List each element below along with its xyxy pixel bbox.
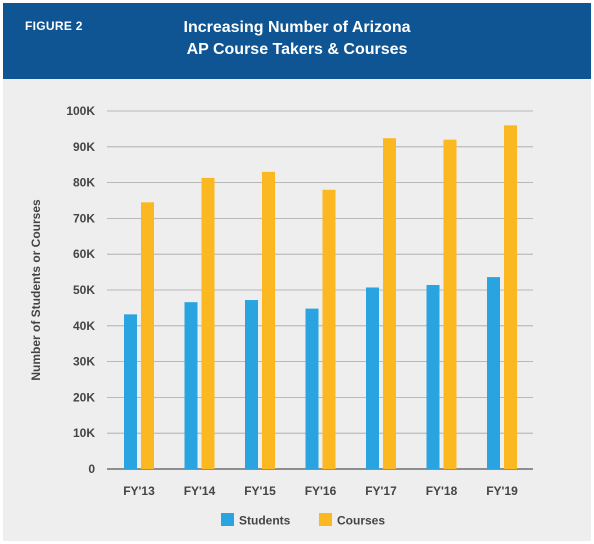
bar-students: [305, 308, 319, 469]
y-tick-label: 10K: [73, 426, 95, 440]
x-tick-label: FY'14: [184, 484, 216, 498]
bar-students: [426, 284, 440, 469]
x-tick-label: FY'19: [486, 484, 518, 498]
y-tick-label: 50K: [73, 283, 95, 297]
y-tick-label: 90K: [73, 140, 95, 154]
bar-courses: [262, 171, 275, 470]
bar-students: [487, 277, 500, 469]
bar-students: [366, 287, 379, 469]
bar-courses: [141, 202, 154, 470]
chart-title: Increasing Number of Arizona AP Course T…: [3, 17, 591, 61]
legend-swatch-students: [221, 513, 234, 526]
y-tick-label: 0: [88, 462, 95, 476]
bar-students: [245, 300, 258, 469]
y-axis-title: Number of Students or Courses: [29, 199, 43, 381]
chart-title-line2: AP Course Takers & Courses: [186, 41, 408, 58]
figure-header: FIGURE 2 Increasing Number of Arizona AP…: [3, 3, 591, 79]
x-tick-label: FY'13: [123, 484, 155, 498]
bar-students: [184, 302, 198, 469]
y-tick-label: 100K: [66, 104, 95, 118]
bar-courses: [322, 189, 336, 469]
y-tick-label: 60K: [73, 247, 95, 261]
x-tick-label: FY'15: [244, 484, 276, 498]
figure-label: FIGURE 2: [25, 19, 83, 33]
x-tick-label: FY'17: [365, 484, 397, 498]
y-tick-label: 40K: [73, 319, 95, 333]
y-tick-label: 80K: [73, 176, 95, 190]
legend-swatch-courses: [319, 513, 332, 526]
chart-title-line1: Increasing Number of Arizona: [183, 19, 411, 36]
x-tick-label: FY'16: [305, 484, 337, 498]
bar-courses: [201, 177, 215, 470]
y-tick-label: 30K: [73, 355, 95, 369]
bar-courses: [443, 139, 457, 469]
y-tick-label: 20K: [73, 390, 95, 404]
x-tick-label: FY'18: [426, 484, 458, 498]
y-tick-label: 70K: [73, 211, 95, 225]
legend-label-students: Students: [239, 514, 291, 528]
bar-courses: [504, 125, 517, 469]
legend-label-courses: Courses: [337, 514, 385, 528]
bar-students: [124, 314, 137, 469]
bar-courses: [383, 138, 396, 469]
